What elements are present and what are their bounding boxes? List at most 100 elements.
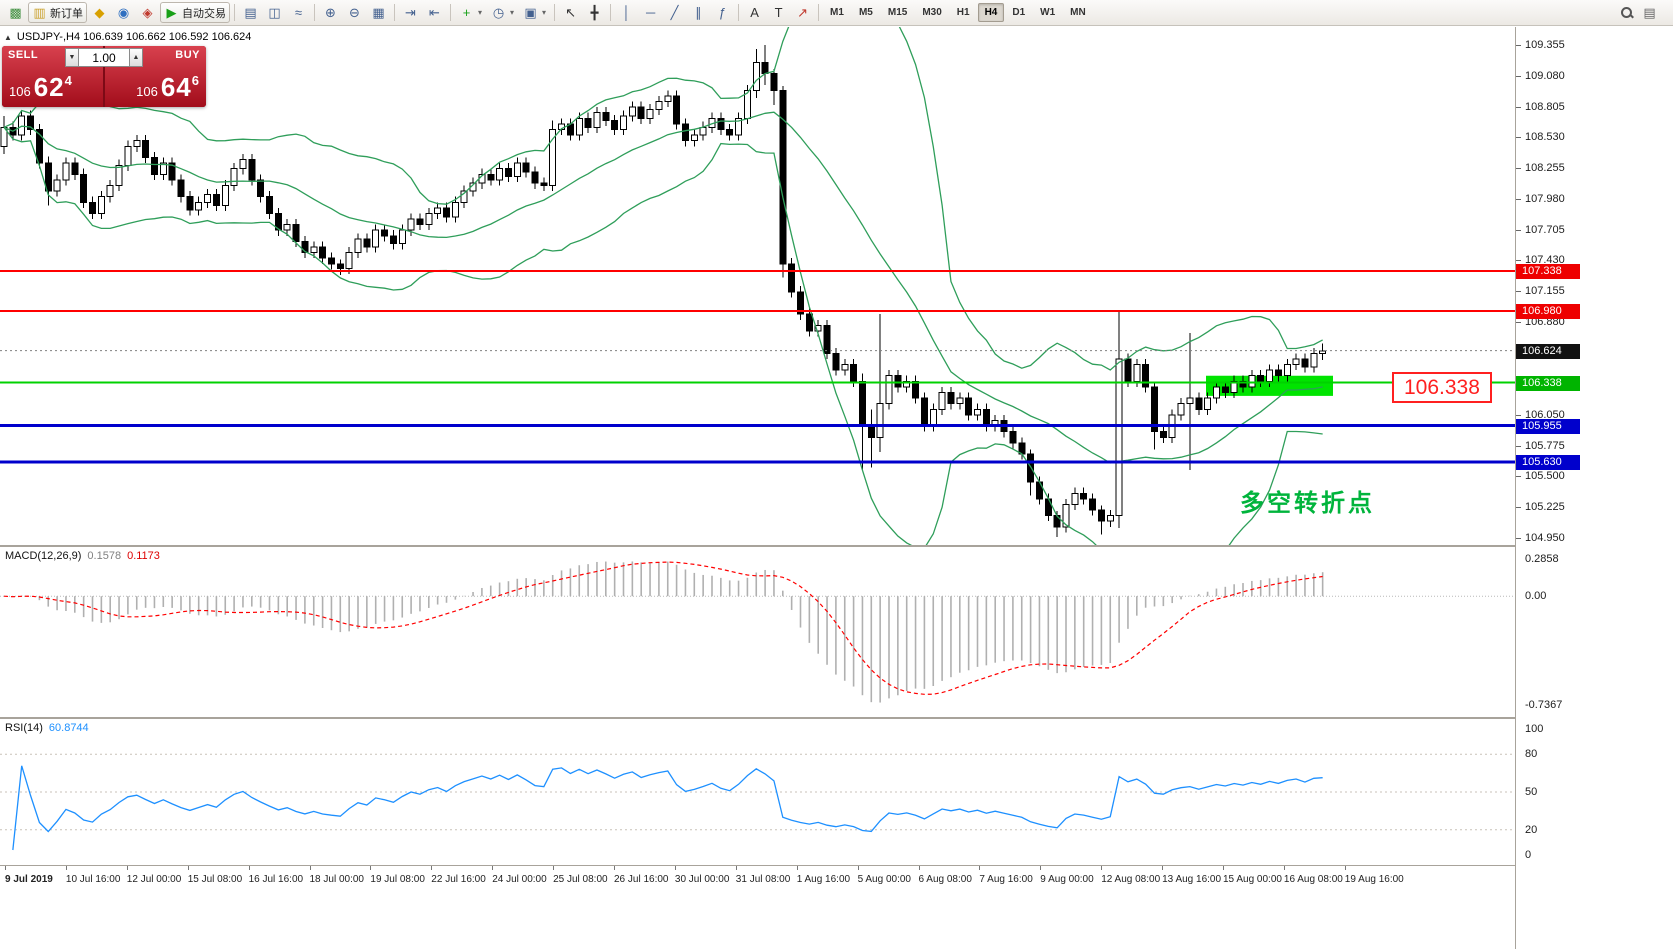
volume-increase-button[interactable]: ▲ xyxy=(129,48,143,67)
rsi-scale-label: 80 xyxy=(1525,748,1538,761)
arrows-button[interactable]: ↗ xyxy=(791,2,814,23)
periods-button-caret: ▾ xyxy=(510,8,515,17)
timeframe-mn[interactable]: MN xyxy=(1063,3,1093,22)
timeframe-h4[interactable]: H4 xyxy=(977,3,1005,22)
toolbar-group: │ ─ ╱ ∥ ƒ xyxy=(615,2,734,23)
tile-windows-button[interactable]: ▦ xyxy=(367,2,390,23)
timeframe-m1[interactable]: M1 xyxy=(823,3,851,22)
text-label-button[interactable]: T xyxy=(767,2,790,23)
price-tick-label: 104.950 xyxy=(1525,532,1565,545)
timeframe-m30[interactable]: M30 xyxy=(915,3,948,22)
panel-separator[interactable] xyxy=(0,717,1673,719)
sell-button[interactable]: SELL 106 624 xyxy=(2,46,103,107)
bid-price: 106 624 xyxy=(9,72,72,103)
timeframe-m5[interactable]: M5 xyxy=(852,3,880,22)
time-tick xyxy=(248,866,250,870)
time-axis[interactable]: 9 Jul 2019 10 Jul 16:00 12 Jul 00:00 15 Jul… xyxy=(0,866,1515,949)
bid-pips: 62 xyxy=(33,72,65,102)
line-chart-button[interactable]: ≈ xyxy=(287,2,310,23)
time-tick xyxy=(796,866,798,870)
arrows-button-glyph: ↗ xyxy=(797,5,808,20)
data-window-button[interactable]: ◈ xyxy=(136,2,159,23)
equidistant-channel-button-glyph: ∥ xyxy=(695,5,702,20)
indicators-button[interactable]: + ▾ xyxy=(455,2,486,23)
toolbar-right-group: ▤ xyxy=(1616,2,1661,23)
crosshair-button[interactable]: ╋ xyxy=(583,2,606,23)
chart-shift-button[interactable]: ⇤ xyxy=(423,2,446,23)
macd-scale-label: -0.7367 xyxy=(1525,699,1563,711)
market-watch-button[interactable]: ◉ xyxy=(112,2,135,23)
templates-button[interactable]: ▣ ▾ xyxy=(519,2,550,23)
periods-button-glyph: ◷ xyxy=(492,5,505,20)
charts-profile-button[interactable]: ◆ xyxy=(88,2,111,23)
price-chart[interactable] xyxy=(0,27,1515,545)
time-axis-label: 25 Jul 08:00 xyxy=(553,874,608,885)
trendline-button[interactable]: ╱ xyxy=(663,2,686,23)
scale-tick xyxy=(1516,107,1521,108)
price-tick-label: 108.530 xyxy=(1525,131,1565,144)
autotrading-button-label: 自动交易 xyxy=(182,7,226,20)
macd-scale-label: 0.00 xyxy=(1525,590,1547,603)
macd-value: 0.1578 xyxy=(87,550,122,562)
price-tick-label: 106.050 xyxy=(1525,408,1565,421)
toolbar-separator xyxy=(554,4,556,21)
text-label-button-glyph: T xyxy=(774,5,783,20)
candlestick-chart-button[interactable]: ◫ xyxy=(263,2,286,23)
time-axis-label: 16 Jul 16:00 xyxy=(248,874,304,885)
time-axis-label: 10 Jul 16:00 xyxy=(65,874,121,885)
time-axis-label: 12 Jul 00:00 xyxy=(126,874,182,885)
macd-chart[interactable] xyxy=(0,547,1515,717)
bar-chart-button[interactable]: ▤ xyxy=(239,2,262,23)
fibonacci-button[interactable]: ƒ xyxy=(711,2,734,23)
volume-decrease-button[interactable]: ▼ xyxy=(65,48,79,67)
fibonacci-button-glyph: ƒ xyxy=(718,5,727,20)
text-button-glyph: A xyxy=(750,5,759,20)
timeframe-w1[interactable]: W1 xyxy=(1033,3,1062,22)
vertical-line-button[interactable]: │ xyxy=(615,2,638,23)
time-tick xyxy=(1101,866,1103,870)
new-order-button-glyph: ▥ xyxy=(33,5,46,20)
price-scale[interactable]: 109.355 109.080 108.805 108.530 108.255 107.9… xyxy=(1515,27,1673,949)
time-axis-label: 19 Aug 16:00 xyxy=(1344,874,1404,885)
vertical-line-button-glyph: │ xyxy=(622,5,631,20)
panel-separator[interactable] xyxy=(0,545,1673,547)
rsi-label: RSI(14) 60.8744 xyxy=(5,722,89,734)
new-chart-button-glyph: ▩ xyxy=(9,5,22,20)
zoom-in-button[interactable]: ⊕ xyxy=(319,2,342,23)
search-icon-glyph xyxy=(1620,6,1633,19)
rsi-chart[interactable] xyxy=(0,719,1515,865)
horizontal-line-button[interactable]: ─ xyxy=(639,2,662,23)
timeframe-d1[interactable]: D1 xyxy=(1005,3,1032,22)
scale-tick xyxy=(1516,76,1521,77)
new-order-button[interactable]: ▥ 新订单 xyxy=(28,2,87,23)
chart-list-icon[interactable]: ▤ xyxy=(1638,2,1661,23)
price-tick-label: 107.155 xyxy=(1525,285,1565,298)
scale-tick xyxy=(1516,199,1521,200)
one-click-panel-toggle[interactable]: ▲ xyxy=(4,32,12,42)
cursor-button-glyph: ↖ xyxy=(565,5,576,20)
auto-scroll-button[interactable]: ⇥ xyxy=(399,2,422,23)
price-tick-label: 109.355 xyxy=(1525,39,1565,52)
equidistant-channel-button[interactable]: ∥ xyxy=(687,2,710,23)
timeframe-m15[interactable]: M15 xyxy=(881,3,914,22)
zoom-out-button[interactable]: ⊖ xyxy=(343,2,366,23)
volume-input[interactable] xyxy=(79,48,129,67)
time-tick xyxy=(735,866,737,870)
macd-name: MACD(12,26,9) xyxy=(5,550,82,562)
chart-shift-button-glyph: ⇤ xyxy=(429,5,440,20)
scale-tick xyxy=(1516,507,1521,508)
scale-tick xyxy=(1516,45,1521,46)
annotation-turning-point[interactable]: 多空转折点 xyxy=(1240,490,1375,517)
autotrading-button[interactable]: ▶ 自动交易 xyxy=(160,2,230,23)
new-chart-button[interactable]: ▩ xyxy=(4,2,27,23)
time-axis-label: 15 Aug 00:00 xyxy=(1223,874,1282,885)
annotation-price-callout[interactable]: 106.338 xyxy=(1392,372,1492,403)
timeframe-h1[interactable]: H1 xyxy=(950,3,977,22)
time-tick xyxy=(614,866,615,870)
text-button[interactable]: A xyxy=(743,2,766,23)
search-icon[interactable] xyxy=(1616,2,1637,23)
periods-button[interactable]: ◷ ▾ xyxy=(487,2,518,23)
cursor-button[interactable]: ↖ xyxy=(559,2,582,23)
toolbar-separator xyxy=(610,4,612,21)
price-tick-label: 108.805 xyxy=(1525,100,1565,113)
